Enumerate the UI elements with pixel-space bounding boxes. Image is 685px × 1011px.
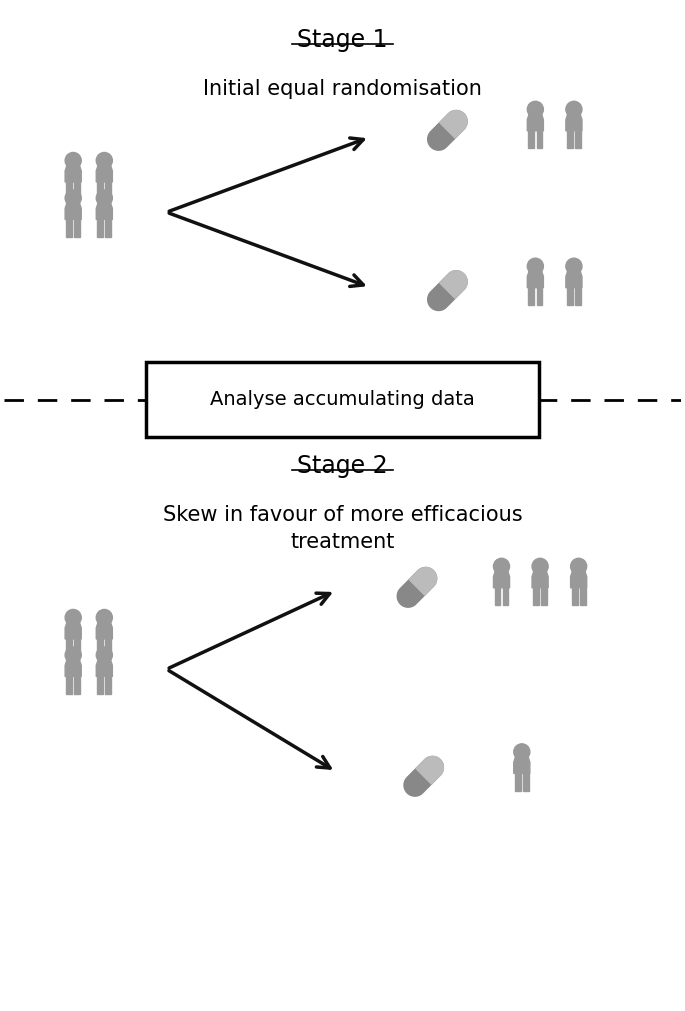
Polygon shape — [97, 164, 112, 182]
Polygon shape — [514, 755, 530, 773]
Polygon shape — [97, 201, 112, 219]
Polygon shape — [571, 569, 587, 587]
Circle shape — [65, 610, 82, 626]
Circle shape — [527, 258, 543, 274]
Circle shape — [571, 558, 587, 574]
Polygon shape — [566, 112, 582, 130]
Polygon shape — [65, 658, 82, 676]
Circle shape — [97, 647, 112, 663]
Circle shape — [493, 558, 510, 574]
Polygon shape — [75, 182, 80, 199]
Polygon shape — [527, 112, 543, 130]
Polygon shape — [528, 288, 534, 305]
Circle shape — [566, 258, 582, 274]
Polygon shape — [536, 288, 543, 305]
Polygon shape — [575, 130, 581, 149]
Polygon shape — [541, 587, 547, 606]
Circle shape — [97, 190, 112, 206]
Polygon shape — [75, 639, 80, 656]
Polygon shape — [440, 271, 467, 298]
Polygon shape — [440, 110, 467, 139]
Polygon shape — [404, 756, 443, 796]
Polygon shape — [97, 639, 103, 656]
Polygon shape — [523, 773, 529, 791]
Polygon shape — [527, 269, 543, 288]
Bar — [147, 362, 538, 438]
Polygon shape — [97, 182, 103, 199]
Polygon shape — [105, 182, 111, 199]
Polygon shape — [105, 639, 111, 656]
Polygon shape — [567, 288, 573, 305]
Text: Initial equal randomisation: Initial equal randomisation — [203, 79, 482, 99]
Polygon shape — [580, 587, 586, 606]
Polygon shape — [65, 201, 82, 219]
Polygon shape — [493, 569, 510, 587]
Text: Analyse accumulating data: Analyse accumulating data — [210, 390, 475, 409]
Polygon shape — [97, 621, 112, 639]
Polygon shape — [105, 219, 111, 237]
Polygon shape — [567, 130, 573, 149]
Polygon shape — [532, 569, 548, 587]
Polygon shape — [66, 182, 72, 199]
Polygon shape — [409, 567, 436, 595]
Polygon shape — [75, 219, 80, 237]
Polygon shape — [495, 587, 500, 606]
Polygon shape — [97, 219, 103, 237]
Polygon shape — [66, 676, 72, 694]
Polygon shape — [97, 658, 112, 676]
Text: Stage 1: Stage 1 — [297, 28, 388, 52]
Polygon shape — [416, 756, 443, 785]
Circle shape — [566, 101, 582, 117]
Circle shape — [65, 647, 82, 663]
Text: Skew in favour of more efficacious
treatment: Skew in favour of more efficacious treat… — [163, 506, 522, 552]
Polygon shape — [572, 587, 577, 606]
Circle shape — [97, 153, 112, 169]
Polygon shape — [427, 271, 467, 310]
Polygon shape — [397, 567, 436, 608]
Polygon shape — [66, 219, 72, 237]
Polygon shape — [427, 110, 467, 151]
Polygon shape — [503, 587, 508, 606]
Polygon shape — [575, 288, 581, 305]
Circle shape — [514, 744, 530, 760]
Polygon shape — [515, 773, 521, 791]
Polygon shape — [105, 676, 111, 694]
Polygon shape — [65, 621, 82, 639]
Polygon shape — [66, 639, 72, 656]
Circle shape — [97, 610, 112, 626]
Text: Stage 2: Stage 2 — [297, 454, 388, 478]
Circle shape — [65, 153, 82, 169]
Polygon shape — [97, 676, 103, 694]
Polygon shape — [528, 130, 534, 149]
Polygon shape — [566, 269, 582, 288]
Polygon shape — [533, 587, 539, 606]
Circle shape — [527, 101, 543, 117]
Polygon shape — [65, 164, 82, 182]
Polygon shape — [536, 130, 543, 149]
Polygon shape — [75, 676, 80, 694]
Circle shape — [65, 190, 82, 206]
Circle shape — [532, 558, 548, 574]
